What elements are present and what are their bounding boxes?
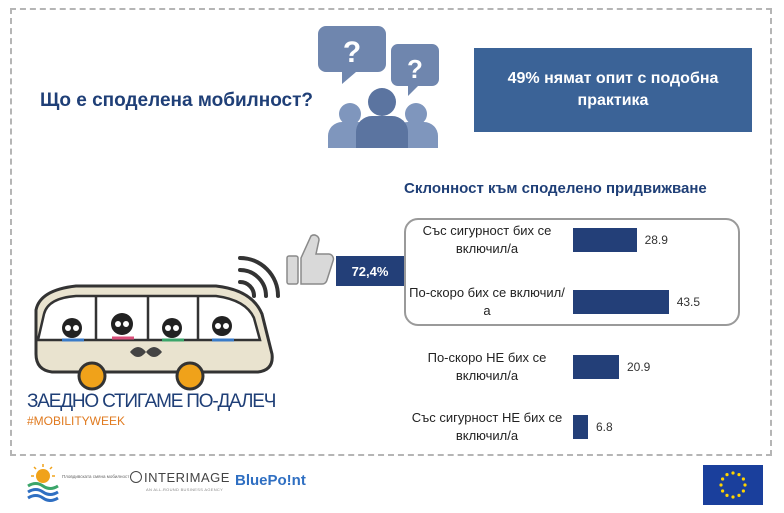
- interimage-ring-icon: [130, 471, 142, 483]
- bar-definitely-no: [573, 415, 588, 439]
- content-frame: [10, 8, 772, 456]
- eu-star: [737, 473, 741, 477]
- eu-star: [721, 477, 725, 481]
- value-label-definitely-yes: 28.9: [644, 233, 668, 247]
- mobility-logo-icon: [27, 464, 59, 502]
- eu-star: [725, 473, 729, 477]
- people-question-icon: ? ?: [318, 26, 439, 148]
- bar-rather-no: [573, 355, 619, 379]
- thumbs-up-icon: [286, 234, 335, 285]
- chart-title: Склонност към споделено придвижване: [404, 180, 707, 197]
- eu-star: [741, 489, 745, 493]
- bus-illustration: [34, 284, 274, 391]
- svg-text:?: ?: [407, 54, 423, 84]
- category-label-rather-no: По-скоро НЕ бих се включил/а: [427, 350, 547, 383]
- eu-star: [725, 493, 729, 497]
- eu-star: [737, 493, 741, 497]
- value-label-rather-yes: 43.5: [676, 295, 701, 309]
- bluepoint-logo: BluePo!nt: [235, 472, 306, 489]
- eu-star: [721, 489, 725, 493]
- value-label-rather-no: 20.9: [626, 360, 651, 374]
- eu-flag-icon: [703, 465, 763, 505]
- eu-star: [731, 495, 735, 499]
- eu-star: [719, 483, 723, 487]
- campaign-slogan: ЗАЕДНО СТИГАМЕ ПО-ДАЛЕЧ: [27, 391, 276, 412]
- interimage-tagline: AN ALL-ROUND BUSINESS AGENCY: [146, 487, 224, 492]
- category-label-definitely-yes: Със сигурност бих се включил/а: [422, 223, 552, 256]
- signal-waves-icon: [238, 256, 280, 298]
- campaign-hashtag: #MOBILITYWEEK: [27, 414, 126, 428]
- category-label-rather-yes: По-скоро бих се включил/а: [409, 285, 565, 318]
- svg-text:?: ?: [343, 36, 361, 69]
- bar-definitely-yes: [573, 228, 637, 252]
- interimage-logo: INTERIMAGE: [130, 470, 230, 485]
- mobility-logo-text: Пловдивската смяна мобилност: [62, 474, 130, 479]
- stat-box: 49% нямат опит с подобна практика: [474, 48, 752, 132]
- eu-star: [743, 483, 747, 487]
- page-title: Що е споделена мобилност?: [40, 90, 314, 111]
- category-label-definitely-no: Със сигурност НЕ бих се включил/а: [411, 410, 563, 443]
- eu-star: [731, 471, 735, 475]
- value-label-definitely-no: 6.8: [595, 420, 613, 434]
- bar-rather-yes: [573, 290, 669, 314]
- interimage-logo-text: INTERIMAGE: [144, 470, 230, 485]
- combined-percentage-badge: 72,4%: [336, 256, 404, 286]
- eu-star: [741, 477, 745, 481]
- positive-group-box: [404, 218, 740, 326]
